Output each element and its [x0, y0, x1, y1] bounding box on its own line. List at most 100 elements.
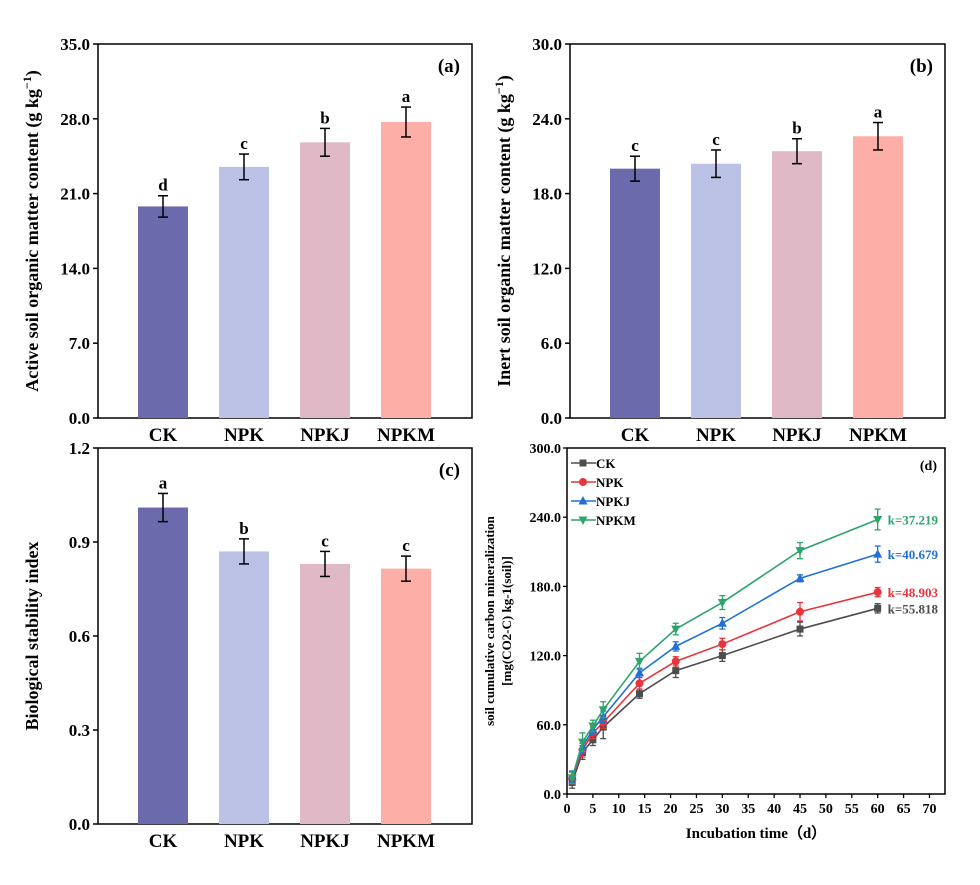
y-tick-label: 18.0: [532, 185, 562, 204]
data-point-ck: [718, 652, 726, 660]
data-point-npk: [796, 607, 805, 616]
y-tick-label: 0.0: [69, 409, 90, 428]
significance-letter: b: [320, 108, 329, 127]
y-tick-label: 0.9: [69, 533, 90, 552]
x-tick-label: 20: [664, 802, 678, 817]
data-point-npk: [671, 657, 680, 666]
x-tick-label: 45: [793, 802, 807, 817]
series-line-npkj: [571, 553, 878, 777]
significance-letter: a: [874, 103, 883, 122]
x-tick-label: 65: [897, 802, 911, 817]
x-tick-label: NPK: [696, 425, 736, 446]
x-tick-label: NPKM: [377, 831, 435, 852]
data-point-npk: [718, 640, 727, 649]
significance-letter: c: [712, 130, 720, 149]
y-axis-title-end: ): [22, 70, 43, 76]
k-label-npk: k=48.903: [888, 585, 939, 600]
y-tick-label: 60.0: [537, 719, 562, 734]
bar-npkm: [381, 568, 431, 824]
data-point-ck: [796, 625, 804, 633]
panel-label: (b): [910, 56, 933, 77]
bar-npkj: [300, 563, 350, 824]
y-tick-label: 14.0: [60, 259, 90, 278]
legend-label-npkm: NPKM: [596, 513, 636, 528]
data-point-npkm: [634, 657, 644, 667]
x-tick-label: 55: [845, 802, 859, 817]
data-point-npkm: [588, 722, 598, 731]
plot-frame: [569, 43, 946, 419]
significance-letter: a: [159, 473, 168, 492]
data-point-ck: [589, 736, 597, 744]
y-tick-label: 0.3: [69, 721, 90, 740]
y-tick-label: 120.0: [530, 650, 562, 665]
x-tick-label: 50: [819, 802, 833, 817]
data-point-ck: [635, 690, 643, 698]
bar-npk: [691, 163, 741, 418]
x-tick-label: NPKJ: [772, 425, 822, 446]
y-tick-label: 0.6: [69, 627, 90, 646]
y-tick-label: 21.0: [60, 185, 90, 204]
data-point-npkj: [795, 573, 805, 582]
legend-marker-npkj: [578, 496, 588, 505]
x-tick-label: CK: [149, 425, 178, 446]
x-tick-label: 0: [564, 802, 571, 817]
data-point-npkm: [717, 599, 727, 608]
y-tick-label: 180.0: [530, 580, 562, 595]
y-axis-title-text: Active soil organic matter content (g kg: [22, 89, 43, 392]
x-tick-label: CK: [621, 425, 650, 446]
bar-npkm: [381, 122, 431, 419]
x-tick-label: 25: [689, 802, 703, 817]
data-point-npkm: [567, 774, 577, 783]
x-tick-label: NPK: [224, 425, 264, 446]
x-tick-label: CK: [149, 831, 178, 852]
legend-marker-npk: [579, 478, 587, 486]
y-axis-title-superscript: −1: [492, 81, 506, 94]
y-tick-label: 28.0: [60, 110, 90, 129]
x-tick-label: 10: [612, 802, 626, 817]
y-tick-label: 0.0: [541, 409, 562, 428]
x-tick-label: 35: [741, 802, 755, 817]
legend-label-npkj: NPKJ: [596, 494, 630, 509]
bar-npk: [219, 166, 269, 418]
k-label-npkm: k=37.219: [888, 513, 939, 528]
y-tick-label: 30.0: [532, 35, 562, 54]
y-axis-title-text: Inert soil organic matter content (g kg: [494, 94, 515, 387]
bar-npkm: [853, 136, 903, 418]
y-axis-title-text: Biological stability index: [22, 541, 42, 730]
x-tick-label: 40: [767, 802, 781, 817]
bar-npk: [219, 551, 269, 824]
data-point-npkm: [873, 516, 883, 525]
series-line-ck: [571, 607, 878, 783]
y-axis-title-units: [mg(CO2-C) kg-1(soil)]: [499, 556, 514, 686]
legend-label-ck: CK: [596, 456, 616, 471]
data-point-npkm: [671, 625, 681, 635]
y-tick-label: 300.0: [530, 442, 562, 457]
bar-ck: [138, 507, 188, 824]
y-axis-title: Active soil organic matter content (g kg…: [20, 70, 43, 391]
data-point-npkj: [634, 667, 644, 677]
significance-letter: b: [239, 519, 248, 538]
x-axis-title: Incubation time（d）: [686, 824, 826, 842]
x-tick-label: NPKM: [849, 425, 907, 446]
y-axis-title-superscript: −1: [20, 76, 34, 89]
x-tick-label: 60: [871, 802, 885, 817]
plot-frame: [566, 447, 946, 795]
panel-label: (a): [438, 56, 460, 77]
k-label-npkj: k=40.679: [888, 547, 939, 562]
panel-label: (c): [439, 460, 460, 481]
data-point-npkj: [717, 618, 727, 627]
y-tick-label: 0.0: [544, 788, 562, 803]
significance-letter: c: [240, 134, 248, 153]
y-axis-title: Inert soil organic matter content (g kg−…: [492, 75, 515, 386]
legend-marker-ck: [579, 459, 587, 467]
data-point-npkm: [578, 738, 588, 748]
significance-letter: c: [402, 536, 410, 555]
y-tick-label: 1.2: [69, 439, 90, 458]
x-tick-label: 15: [638, 802, 652, 817]
data-point-npk: [873, 588, 882, 597]
y-tick-label: 240.0: [530, 511, 562, 526]
data-point-npkm: [598, 706, 608, 715]
y-tick-label: 12.0: [532, 259, 562, 278]
